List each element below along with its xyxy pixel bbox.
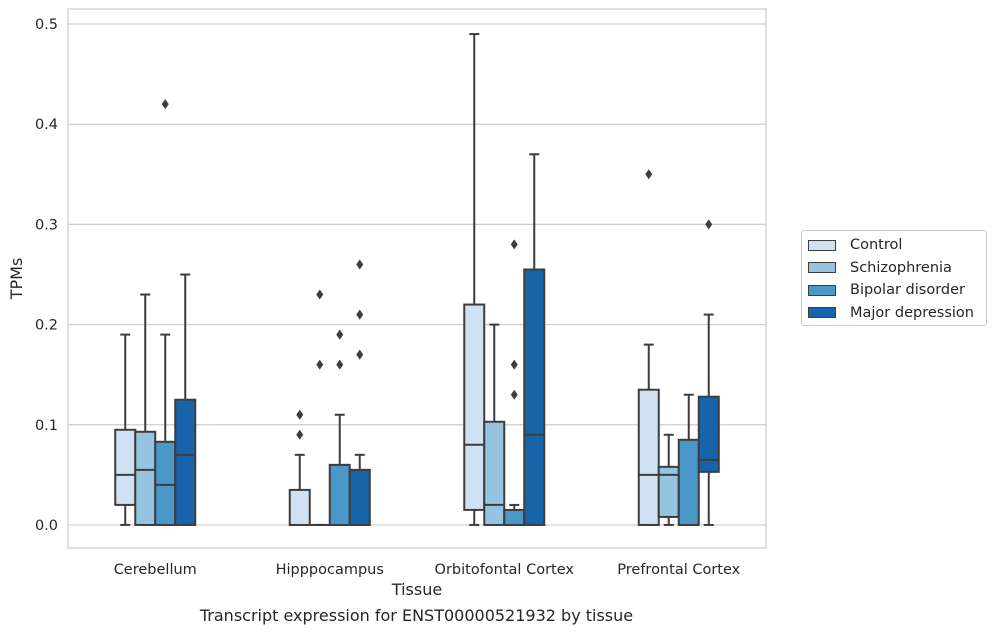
box-control [463, 33, 486, 526]
x-tick-label: Orbitofontal Cortex [435, 562, 575, 578]
y-tick-label: 0.0 [35, 518, 58, 534]
legend-swatch [808, 239, 836, 251]
iqr-box [288, 488, 311, 526]
iqr-box [348, 468, 371, 526]
outlier-point [316, 359, 324, 370]
tick-labels: 0.0 0.1 0.2 0.3 0.4 0.5 Cerebellum Hipppocampus… [35, 17, 741, 578]
outlier-point [705, 219, 713, 230]
box-major-depression [697, 219, 720, 526]
iqr-box [503, 508, 526, 526]
figure-caption: Transcript expression for ENST0000052193… [199, 606, 634, 625]
iqr-box [134, 430, 157, 526]
legend-item: Control [808, 235, 902, 255]
outlier-point [296, 429, 304, 440]
outlier-point [356, 259, 364, 270]
box-control [637, 169, 660, 526]
x-tick-label: Cerebellum [114, 562, 197, 578]
iqr-box [677, 438, 700, 526]
iqr-box [114, 428, 137, 506]
iqr-box [328, 463, 351, 526]
chart-marks [114, 33, 720, 526]
iqr-box [697, 395, 720, 473]
y-tick-label: 0.2 [35, 318, 58, 334]
x-tick-label: Hipppocampus [276, 562, 384, 578]
y-tick-label: 0.1 [35, 418, 58, 434]
outlier-point [161, 99, 169, 110]
x-axis-label: Tissue [391, 580, 442, 599]
legend-label: Control [850, 237, 903, 253]
legend: Control Schizophrenia Bipolar disorder Majo… [801, 230, 987, 326]
y-axis-label: TPMs [7, 258, 26, 301]
outlier-point [336, 359, 344, 370]
box-control [288, 409, 311, 526]
legend-swatch [808, 262, 836, 273]
iqr-box [154, 440, 177, 526]
legend-label: Bipolar disorder [850, 282, 965, 298]
outlier-point [510, 389, 518, 400]
outlier-point [645, 169, 653, 180]
outlier-point [510, 239, 518, 250]
outlier-point [296, 409, 304, 420]
outlier-point [356, 309, 364, 320]
iqr-box [637, 388, 660, 526]
box-major-depression [174, 273, 197, 526]
box-bipolar-disorder [328, 329, 351, 526]
x-tick-label: Prefrontal Cortex [617, 562, 740, 578]
box-schizophrenia [483, 323, 506, 526]
box-schizophrenia [657, 433, 680, 526]
legend-label: Major depression [850, 304, 974, 321]
box-control [114, 333, 137, 526]
box-major-depression [348, 259, 371, 526]
box-bipolar-disorder [503, 239, 526, 526]
legend-item: Schizophrenia [808, 258, 952, 278]
y-tick-label: 0.4 [35, 117, 58, 133]
y-tick-label: 0.5 [35, 17, 58, 33]
legend-swatch [808, 284, 836, 296]
box-major-depression [523, 153, 546, 526]
legend-swatch [808, 307, 836, 318]
iqr-box [463, 303, 486, 511]
box-bipolar-disorder [154, 99, 177, 526]
iqr-box [483, 420, 506, 526]
outlier-point [316, 289, 324, 300]
outlier-point [356, 349, 364, 360]
legend-item: Bipolar disorder [808, 280, 965, 300]
plot-area [67, 8, 767, 549]
y-tick-label: 0.3 [35, 217, 58, 233]
outlier-point [510, 359, 518, 370]
iqr-box [523, 268, 546, 526]
iqr-box [174, 398, 197, 526]
box-bipolar-disorder [677, 393, 700, 526]
legend-label: Schizophrenia [850, 259, 952, 276]
box-schizophrenia [134, 293, 157, 526]
legend-item: Major depression [808, 303, 974, 323]
outlier-point [336, 329, 344, 340]
